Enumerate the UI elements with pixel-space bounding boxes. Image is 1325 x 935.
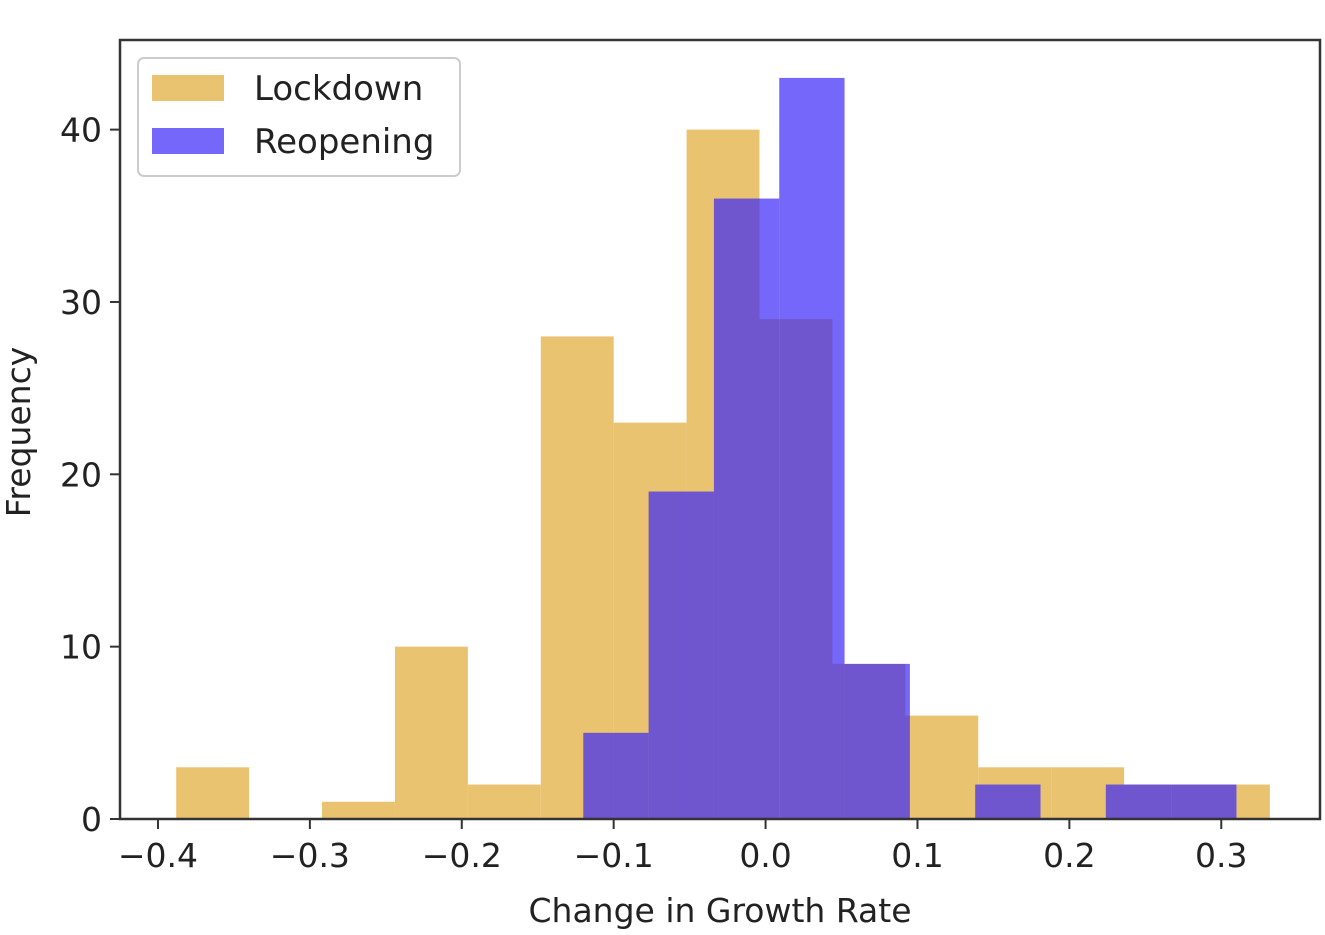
x-axis-label: Change in Growth Rate <box>528 891 911 930</box>
bar-reopening-2 <box>713 198 780 819</box>
legend-swatch-reopening <box>152 128 224 154</box>
legend-label-lockdown: Lockdown <box>254 69 423 109</box>
bar-reopening-3 <box>779 77 845 820</box>
bar-reopening-1 <box>648 491 714 819</box>
y-tick-label: 30 <box>60 283 102 322</box>
bar-reopening-4 <box>844 663 910 819</box>
y-tick-label: 20 <box>60 455 102 494</box>
y-tick-label: 10 <box>60 628 102 667</box>
x-axis: −0.4 −0.3 −0.2 −0.1 0.0 0.1 0.2 0.3 <box>118 819 1248 875</box>
bar-lockdown-10 <box>905 715 979 819</box>
x-tick-label: 0.3 <box>1195 836 1247 875</box>
bar-lockdown-0 <box>176 767 250 819</box>
bar-reopening-0 <box>583 732 649 819</box>
legend-swatch-lockdown <box>152 75 224 101</box>
legend-label-reopening: Reopening <box>254 122 434 162</box>
bar-reopening-8 <box>1105 784 1172 819</box>
x-tick-label: 0.0 <box>739 836 791 875</box>
y-tick-label: 0 <box>81 800 102 839</box>
bar-lockdown-4 <box>467 784 541 819</box>
y-axis-label: Frequency <box>0 347 38 517</box>
x-tick-label: 0.1 <box>891 836 943 875</box>
bar-reopening-6 <box>975 784 1041 819</box>
bar-lockdown-2 <box>322 801 395 819</box>
bars-layer <box>176 77 1270 820</box>
x-tick-label: −0.3 <box>270 836 350 875</box>
bar-reopening-9 <box>1171 784 1237 819</box>
x-tick-label: −0.4 <box>118 836 198 875</box>
bar-lockdown-3 <box>394 646 468 819</box>
x-tick-label: −0.1 <box>574 836 654 875</box>
y-axis: 0 10 20 30 40 <box>60 111 120 839</box>
x-tick-label: 0.2 <box>1043 836 1095 875</box>
x-tick-label: −0.2 <box>422 836 502 875</box>
plot-frame <box>118 38 1322 821</box>
legend: Lockdown Reopening <box>137 57 461 177</box>
y-tick-label: 40 <box>60 111 102 150</box>
